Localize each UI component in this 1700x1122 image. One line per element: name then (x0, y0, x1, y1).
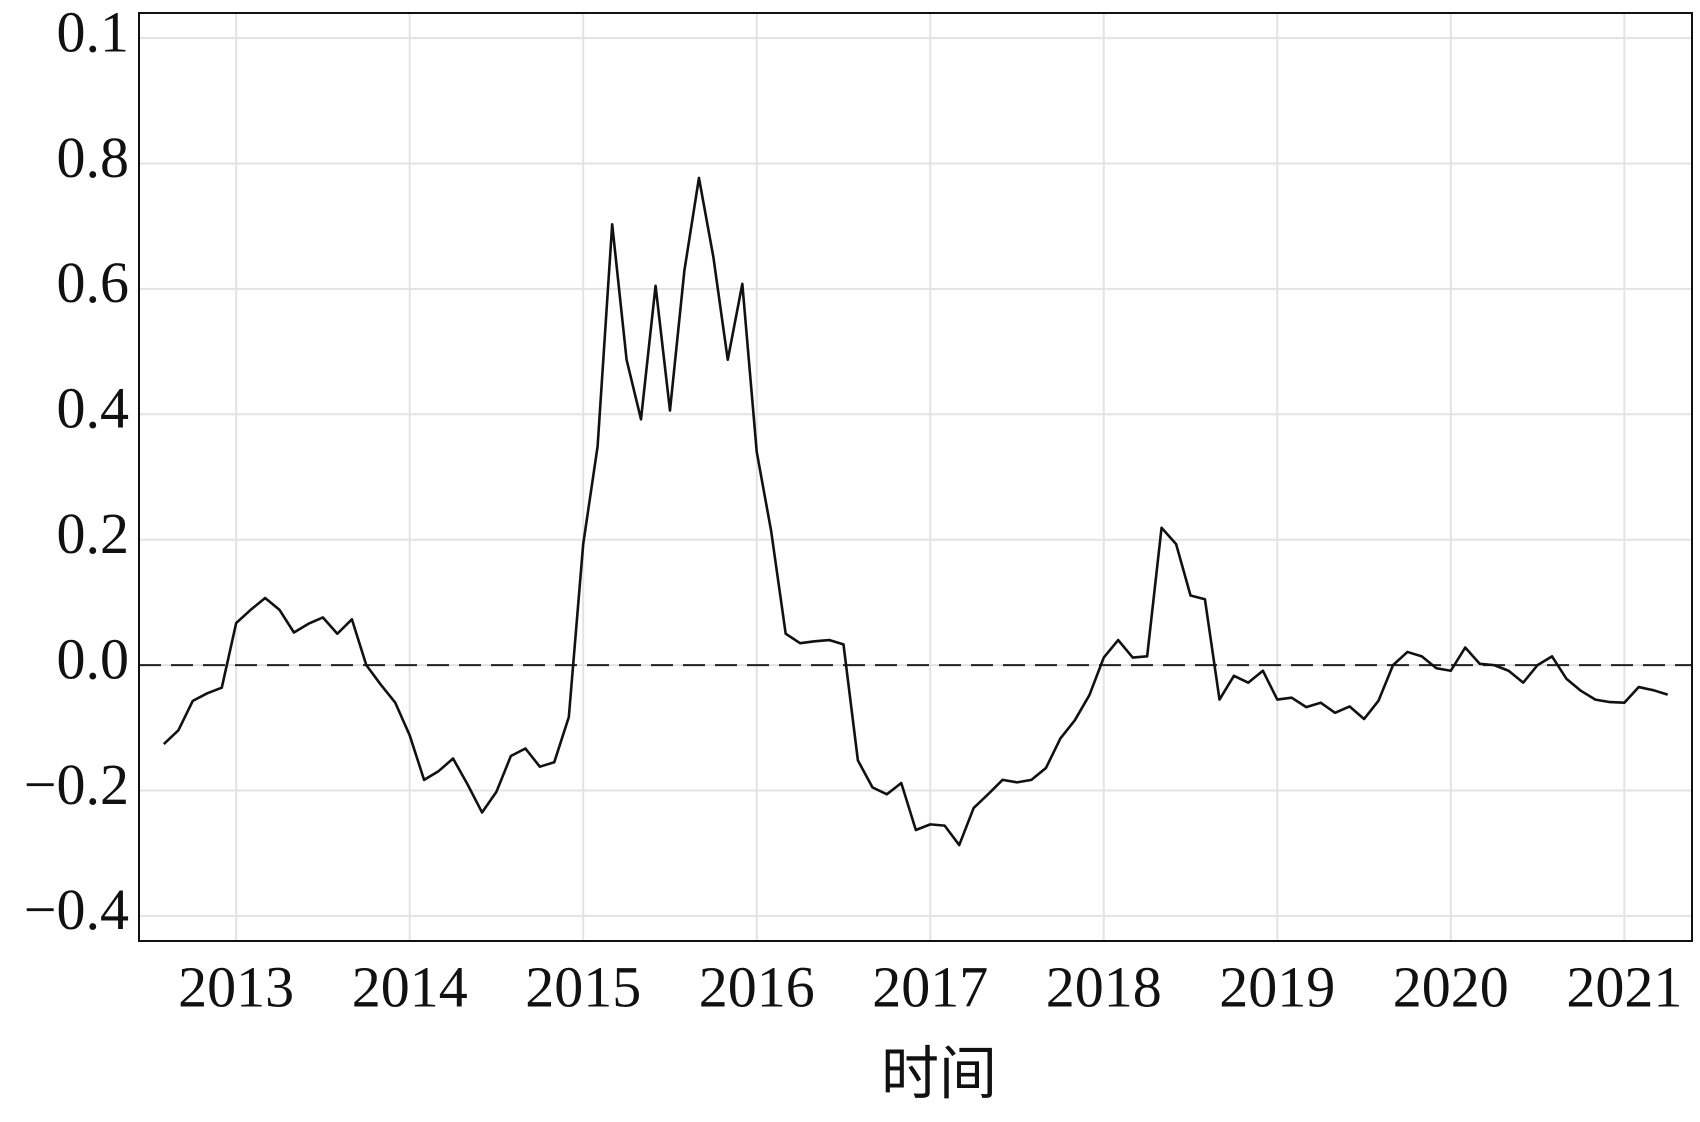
y-tick-label: 0.8 (57, 125, 130, 190)
x-tick-label: 2015 (525, 954, 641, 1019)
x-tick-label: 2020 (1393, 954, 1509, 1019)
x-tick-label: 2018 (1046, 954, 1162, 1019)
y-tick-label: 0.2 (57, 501, 130, 566)
x-axis-label: 时间 (881, 1041, 997, 1106)
plot-frame (138, 12, 1693, 942)
y-tick-label: −0.4 (24, 877, 129, 942)
y-tick-label: 0.0 (57, 626, 130, 691)
x-tick-label: 2014 (352, 954, 468, 1019)
y-tick-label: 0.6 (57, 250, 130, 315)
y-tick-label: 0.4 (57, 376, 130, 441)
x-tick-label: 2019 (1219, 954, 1335, 1019)
x-tick-label: 2021 (1566, 954, 1682, 1019)
x-tick-label: 2016 (699, 954, 815, 1019)
y-tick-label: 0.1 (57, 0, 130, 64)
x-tick-label: 2013 (178, 954, 294, 1019)
data-line (162, 176, 1669, 847)
x-tick-label: 2017 (872, 954, 988, 1019)
y-tick-label: −0.2 (24, 752, 129, 817)
